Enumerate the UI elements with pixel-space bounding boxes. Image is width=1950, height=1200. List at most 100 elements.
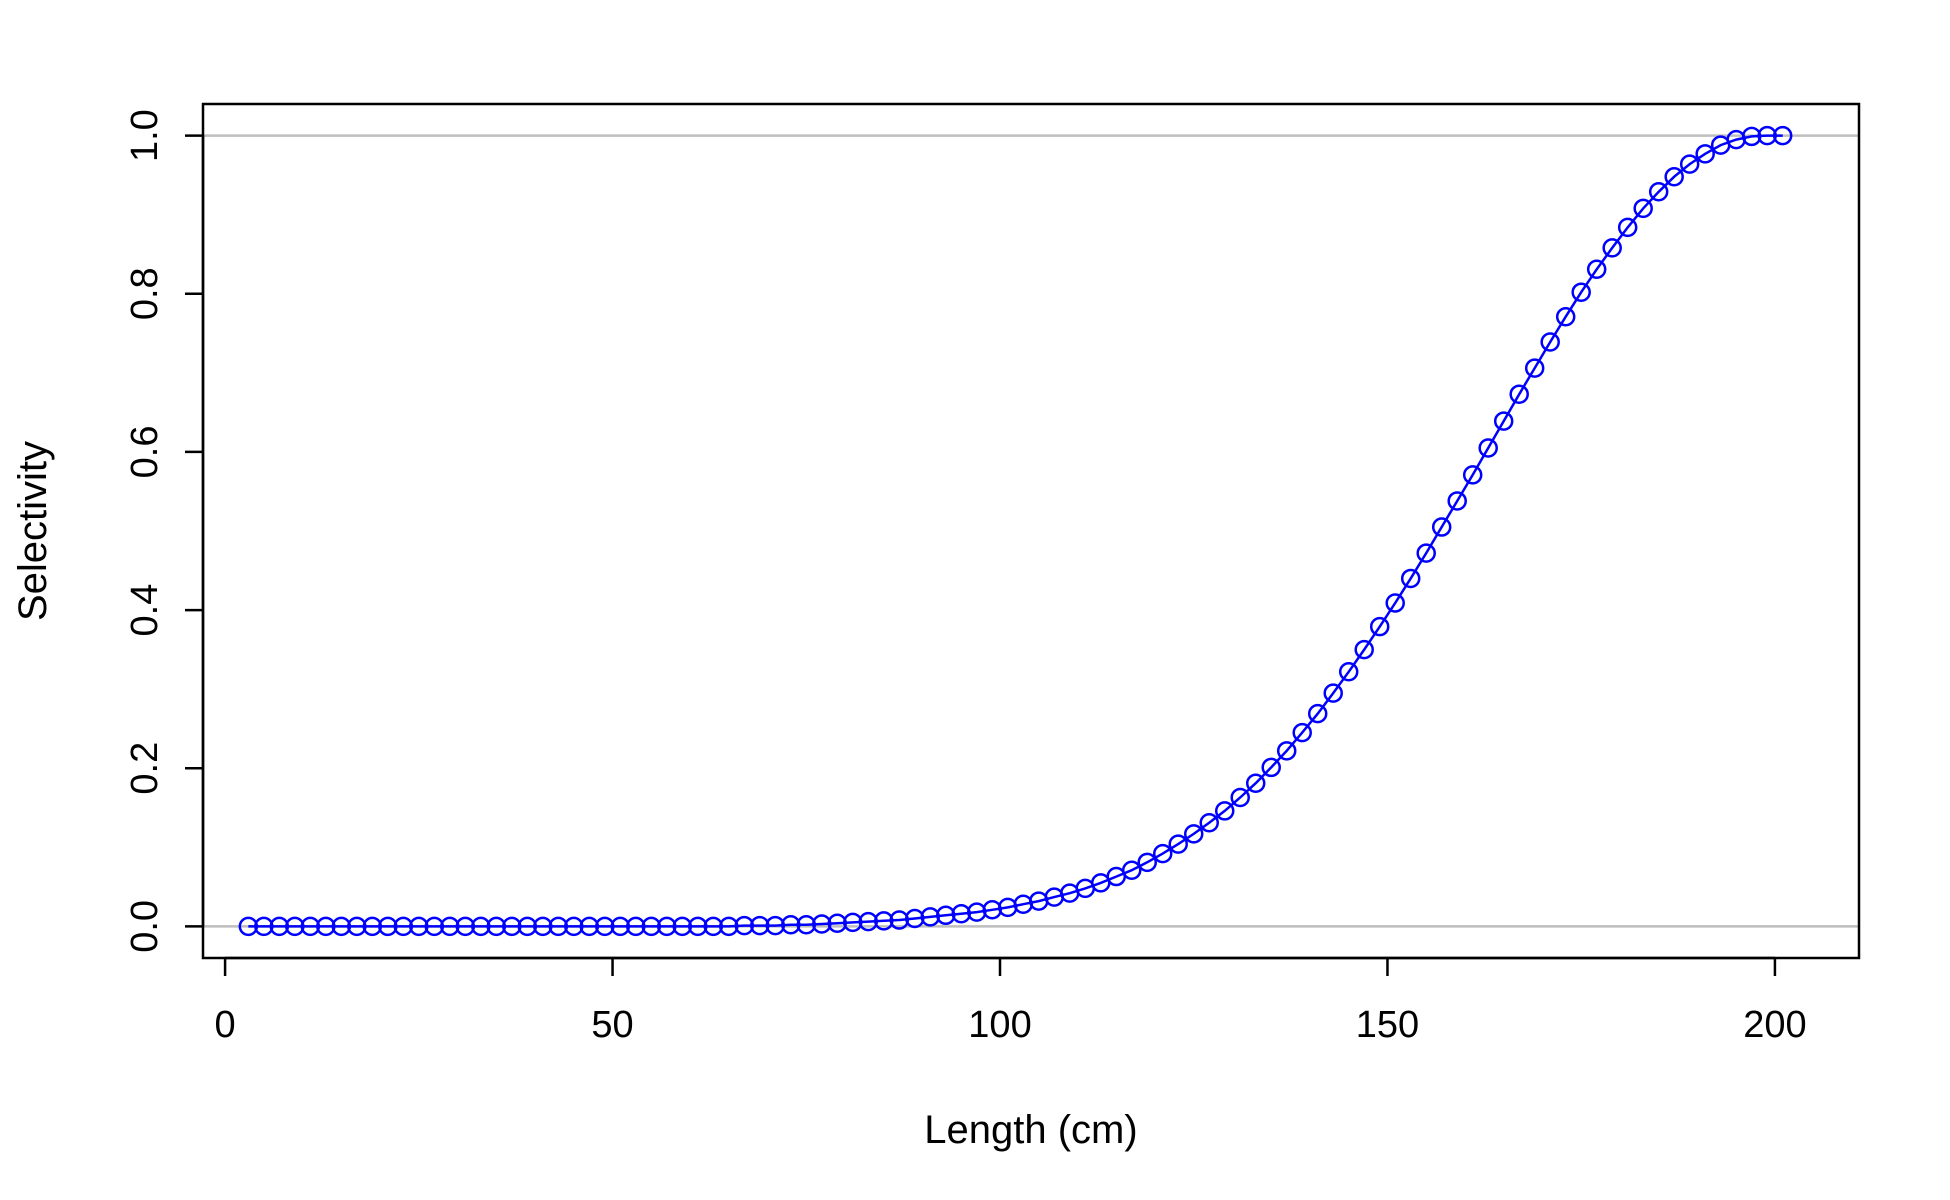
y-tick-label: 0.8 bbox=[124, 267, 166, 320]
data-point bbox=[796, 915, 817, 935]
data-point bbox=[1431, 517, 1452, 537]
data-point bbox=[1292, 722, 1312, 743]
x-axis-title: Length (cm) bbox=[924, 1108, 1137, 1152]
data-point bbox=[1741, 126, 1762, 147]
y-axis-title: Selectivity bbox=[11, 441, 55, 621]
y-tick-label: 1.0 bbox=[124, 109, 166, 162]
data-point bbox=[1121, 860, 1142, 880]
data-point bbox=[1462, 465, 1483, 485]
data-point bbox=[254, 916, 274, 937]
data-point bbox=[1679, 154, 1700, 174]
data-point bbox=[533, 916, 553, 937]
data-point bbox=[905, 908, 925, 929]
data-point bbox=[548, 916, 569, 937]
data-point bbox=[1199, 813, 1219, 833]
data-point bbox=[486, 916, 507, 937]
series-line bbox=[248, 134, 1783, 928]
data-point bbox=[688, 916, 708, 937]
data-point bbox=[843, 912, 863, 933]
data-point bbox=[750, 915, 770, 936]
data-point bbox=[1555, 306, 1576, 327]
data-point bbox=[1493, 411, 1514, 431]
data-point bbox=[238, 916, 259, 937]
data-point bbox=[1617, 217, 1638, 238]
data-point bbox=[1168, 834, 1188, 854]
data-point bbox=[1633, 198, 1653, 219]
data-point bbox=[316, 916, 336, 937]
data-point bbox=[672, 916, 693, 937]
data-point bbox=[595, 916, 615, 937]
data-point bbox=[657, 916, 677, 937]
data-point bbox=[1214, 801, 1235, 821]
data-point bbox=[1571, 282, 1591, 302]
data-point bbox=[858, 911, 879, 932]
data-point bbox=[502, 916, 522, 937]
data-point bbox=[1664, 166, 1684, 187]
data-point bbox=[393, 916, 414, 937]
data-point bbox=[1648, 182, 1669, 202]
plot-frame bbox=[201, 102, 1861, 960]
x-tick-label: 200 bbox=[1743, 1004, 1806, 1046]
data-point bbox=[1307, 703, 1328, 724]
data-point bbox=[951, 903, 972, 924]
data-point bbox=[719, 916, 739, 937]
data-point bbox=[471, 916, 491, 937]
data-point bbox=[1137, 852, 1157, 873]
data-point bbox=[409, 916, 429, 937]
data-point bbox=[1602, 238, 1622, 258]
data-point bbox=[564, 916, 584, 937]
data-point bbox=[1447, 491, 1467, 511]
y-tick-label: 0.4 bbox=[124, 584, 166, 637]
data-point bbox=[1757, 125, 1777, 146]
data-point bbox=[1416, 543, 1436, 563]
data-point bbox=[440, 916, 460, 937]
data-point bbox=[1354, 639, 1374, 660]
data-point bbox=[269, 916, 290, 937]
data-point bbox=[1276, 741, 1297, 761]
series-selectivity bbox=[238, 125, 1793, 937]
data-point bbox=[1509, 384, 1529, 404]
data-point bbox=[300, 916, 321, 937]
x-tick-label: 50 bbox=[591, 1004, 633, 1046]
x-tick-label: 0 bbox=[215, 1004, 236, 1046]
data-point bbox=[1540, 332, 1560, 352]
data-point bbox=[734, 915, 755, 936]
data-point bbox=[1400, 568, 1421, 589]
data-point bbox=[920, 907, 941, 927]
data-point bbox=[1524, 358, 1545, 378]
data-point bbox=[874, 911, 894, 931]
y-axis: 0.0 0.2 0.4 0.6 0.8 1.0 bbox=[124, 109, 205, 953]
data-point bbox=[1261, 757, 1281, 778]
data-point bbox=[1772, 125, 1793, 146]
data-point bbox=[1586, 259, 1607, 280]
data-point bbox=[1369, 616, 1390, 637]
data-point bbox=[455, 916, 476, 937]
data-point bbox=[626, 916, 646, 937]
data-point bbox=[378, 916, 398, 937]
data-point bbox=[424, 916, 445, 937]
data-point bbox=[517, 916, 538, 937]
data-point bbox=[703, 916, 724, 937]
y-tick-label: 0.0 bbox=[124, 900, 166, 953]
reference-lines bbox=[203, 134, 1859, 928]
data-point bbox=[579, 916, 600, 937]
data-point bbox=[936, 905, 956, 926]
data-point bbox=[362, 916, 383, 937]
data-point bbox=[827, 913, 848, 933]
data-point bbox=[1338, 662, 1359, 682]
data-point bbox=[781, 915, 801, 935]
data-point bbox=[1323, 683, 1343, 703]
data-point bbox=[347, 916, 367, 937]
data-point bbox=[610, 916, 631, 937]
data-point bbox=[331, 916, 352, 937]
x-axis: 0 50 100 150 200 bbox=[215, 956, 1807, 1046]
data-point bbox=[1695, 144, 1715, 164]
y-tick-label: 0.2 bbox=[124, 742, 166, 795]
data-point bbox=[285, 916, 305, 937]
data-point bbox=[641, 916, 662, 937]
data-point bbox=[1230, 787, 1250, 808]
data-point bbox=[1385, 593, 1405, 613]
x-tick-label: 150 bbox=[1356, 1004, 1419, 1046]
y-tick-label: 0.6 bbox=[124, 426, 166, 479]
